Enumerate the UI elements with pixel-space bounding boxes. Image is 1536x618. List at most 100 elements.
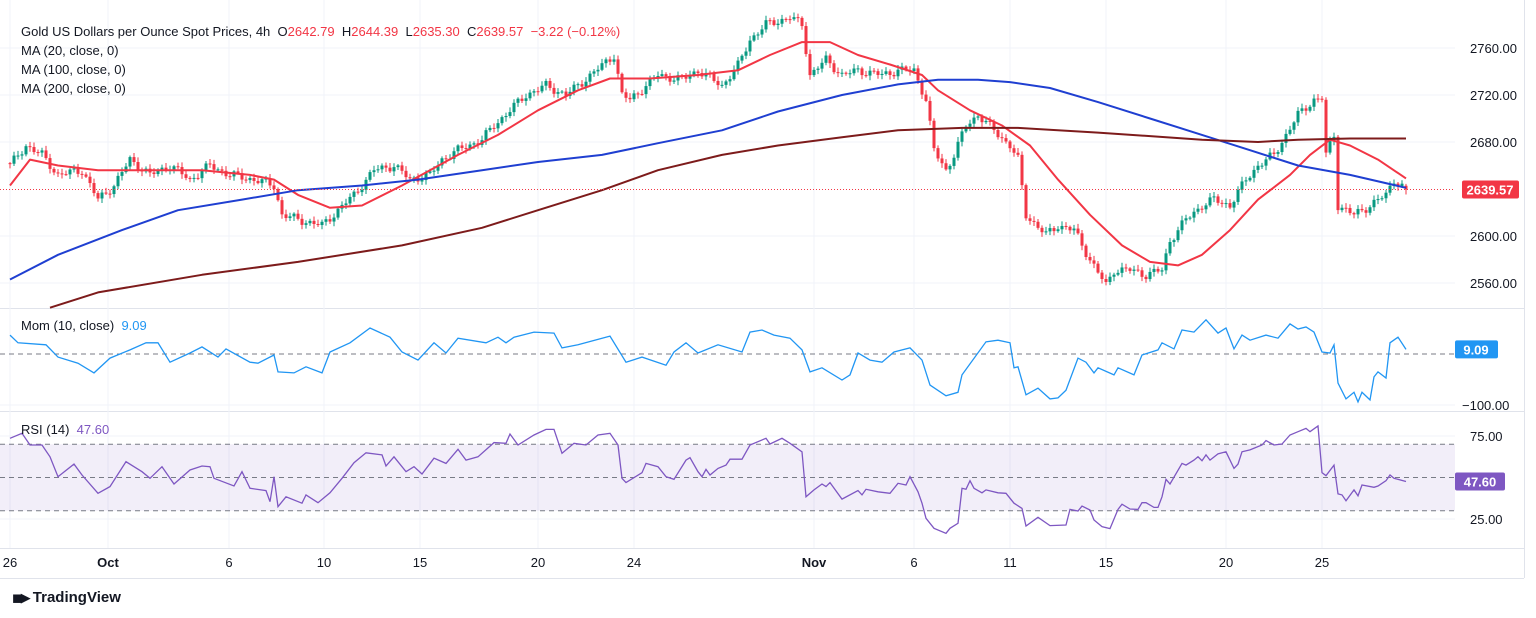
candle-body — [264, 178, 268, 180]
time-axis-label: 6 — [910, 555, 917, 570]
candle-body — [372, 170, 376, 173]
candle-body — [484, 130, 488, 141]
candle-body — [676, 75, 680, 81]
candle-body — [712, 73, 716, 81]
candle-body — [528, 92, 532, 99]
open-label: O — [277, 24, 288, 39]
rsi-band — [0, 444, 1455, 511]
candle-body — [524, 98, 528, 101]
symbol-title: Gold US Dollars per Ounce Spot Prices, 4… — [21, 24, 271, 39]
candle-body — [472, 143, 476, 145]
candle-body — [1184, 218, 1188, 221]
low-value: 2635.30 — [412, 24, 460, 39]
rsi-pane[interactable] — [0, 424, 1455, 535]
candle-body — [1056, 229, 1060, 232]
candle-body — [960, 131, 964, 142]
candle-body — [856, 68, 860, 70]
ma100-line — [9, 78, 1407, 281]
candle-body — [488, 127, 492, 131]
candle-body — [28, 146, 32, 148]
candle-body — [944, 163, 948, 170]
candle-body — [1372, 199, 1376, 208]
candle-body — [324, 219, 328, 222]
candle-body — [1028, 218, 1032, 221]
candle-body — [664, 74, 668, 77]
candle-body — [580, 84, 584, 87]
candle-body — [8, 163, 12, 165]
candle-body — [1220, 202, 1224, 204]
candle-body — [1004, 138, 1008, 142]
candle-body — [1144, 276, 1148, 280]
candle-body — [928, 100, 932, 121]
candle-body — [1092, 260, 1096, 264]
candle-body — [376, 169, 380, 171]
candle-body — [292, 213, 296, 217]
candle-body — [468, 144, 472, 149]
tradingview-logo-icon: ◼▶ — [12, 589, 31, 605]
change-value: −3.22 (−0.12%) — [530, 24, 621, 39]
candle-body — [212, 164, 216, 170]
time-axis-label: 6 — [225, 555, 232, 570]
candle-body — [984, 120, 988, 123]
candle-body — [432, 170, 436, 172]
candle-body — [196, 177, 200, 179]
candle-body — [88, 176, 92, 184]
tradingview-logo[interactable]: ◼▶ TradingView — [12, 589, 121, 606]
momentum-pane[interactable] — [0, 318, 1455, 404]
price-axis-label: 2600.00 — [1470, 229, 1517, 244]
legend-ma20[interactable]: MA (20, close, 0) — [21, 43, 119, 58]
mom-legend[interactable]: Mom (10, close) 9.09 — [21, 318, 147, 333]
legend-ma200[interactable]: MA (200, close, 0) — [21, 81, 126, 96]
candle-body — [44, 150, 48, 159]
candle-body — [852, 68, 856, 74]
candle-body — [588, 73, 592, 82]
candle-body — [64, 174, 68, 176]
candle-body — [280, 200, 284, 215]
candle-body — [384, 165, 388, 168]
mom-axis-label: −100.00 — [1462, 398, 1509, 413]
candle-body — [1364, 210, 1368, 213]
candle-body — [72, 168, 76, 170]
candle-body — [220, 169, 224, 171]
candle-body — [1400, 183, 1404, 187]
candle-body — [860, 68, 864, 76]
candle-body — [240, 173, 244, 180]
candle-body — [760, 29, 764, 35]
candle-body — [328, 219, 332, 222]
candle-body — [1068, 226, 1072, 231]
candle-body — [160, 167, 164, 171]
candle-body — [252, 178, 256, 181]
candle-body — [456, 145, 460, 152]
candle-body — [352, 191, 356, 197]
candle-body — [132, 157, 136, 163]
candle-body — [236, 171, 240, 174]
candle-body — [1008, 141, 1012, 149]
candle-body — [1100, 272, 1104, 279]
candle-body — [812, 69, 816, 76]
candle-body — [1016, 152, 1020, 155]
candle-body — [108, 193, 112, 195]
candle-body — [824, 55, 828, 63]
rsi-legend[interactable]: RSI (14) 47.60 — [21, 422, 109, 437]
candle-body — [16, 155, 20, 157]
candle-body — [1108, 276, 1112, 282]
candle-body — [1032, 220, 1036, 222]
candle-body — [1012, 148, 1016, 153]
candle-body — [556, 92, 560, 94]
candle-body — [516, 98, 520, 103]
candle-body — [176, 166, 180, 168]
legend-ma100[interactable]: MA (100, close, 0) — [21, 62, 126, 77]
candle-body — [896, 69, 900, 77]
candle-body — [644, 86, 648, 95]
candle-body — [996, 130, 1000, 138]
candle-body — [1020, 154, 1024, 186]
candle-body — [1116, 272, 1120, 275]
candle-body — [1224, 203, 1228, 205]
candle-body — [420, 180, 424, 182]
candle-body — [784, 18, 788, 20]
price-pane[interactable] — [0, 12, 1455, 309]
chart-canvas[interactable]: 26 Oct 6 10 15 20 24 Nov 6 11 15 20 25 2760.00 2720.00… — [0, 0, 1536, 580]
candle-body — [428, 171, 432, 173]
last-price-label: 2639.57 — [1467, 183, 1514, 198]
candle-body — [396, 165, 400, 168]
